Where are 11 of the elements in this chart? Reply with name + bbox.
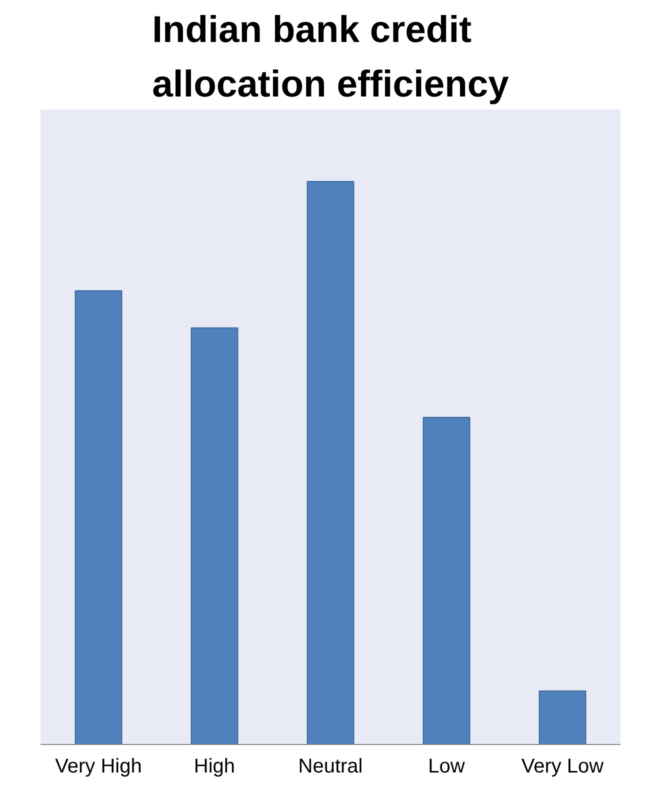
x-tick-label: Very High (55, 756, 142, 778)
bar (190, 327, 238, 744)
bar (74, 290, 122, 744)
x-tick-label: High (194, 756, 236, 778)
x-tick-label: Very Low (521, 756, 604, 778)
x-tick-label: Neutral (298, 756, 363, 778)
bar (422, 416, 470, 744)
bar (538, 690, 586, 744)
bar (306, 181, 354, 744)
x-tick-label: Low (428, 756, 466, 778)
chart-title: Indian bank credit allocation efficiency (152, 8, 510, 104)
